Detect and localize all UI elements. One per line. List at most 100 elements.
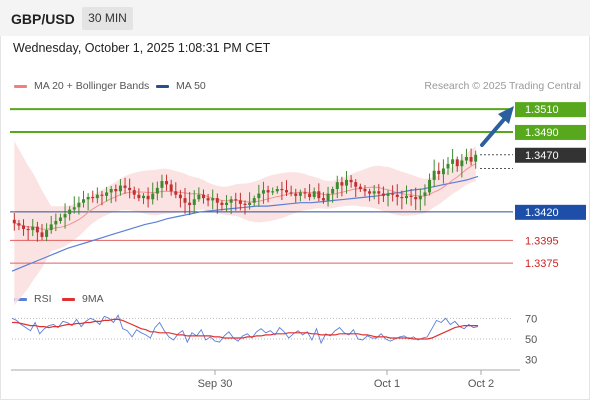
candle-body: [335, 182, 339, 189]
candle-body: [418, 195, 422, 200]
candle-body: [77, 202, 81, 208]
level-label-1.3420: 1.3420: [525, 207, 559, 219]
candle-body: [298, 192, 302, 196]
symbol-label: GBP/USD: [11, 11, 75, 27]
legend-ma50-swatch: [156, 84, 169, 88]
legend-rsi: RSI: [14, 293, 52, 305]
candle-body: [86, 196, 90, 200]
candle-body: [308, 193, 312, 197]
candle-body: [229, 199, 233, 203]
legend-rsi-label: RSI: [34, 293, 52, 305]
candle-body: [45, 230, 49, 237]
candle-body: [58, 217, 62, 221]
candle-body: [285, 190, 289, 193]
legend-ma50-label: MA 50: [176, 80, 206, 92]
candle-body: [432, 170, 436, 180]
candle-body: [460, 160, 464, 167]
candle-body: [192, 199, 196, 205]
forecast-arrow-head: [498, 106, 514, 124]
candle-body: [368, 191, 372, 194]
level-label-1.3510: 1.3510: [525, 104, 559, 116]
candle-body: [248, 202, 252, 205]
candle-body: [404, 195, 408, 199]
rsi-line: [11, 314, 479, 345]
candle-body: [312, 191, 316, 197]
candle-body: [381, 193, 385, 196]
candle-body: [289, 192, 293, 194]
candle-body: [358, 186, 362, 189]
candle-body: [377, 191, 381, 194]
legend-rsi-swatch: [14, 297, 27, 301]
level-tag-1.3420: [515, 204, 586, 220]
candle-body: [91, 196, 95, 199]
candle-body: [400, 196, 404, 199]
current-price-label: 1.3470: [525, 150, 559, 162]
candle-body: [423, 192, 427, 196]
candle-body: [354, 182, 358, 187]
candle-body: [409, 195, 413, 197]
rsi-tick-30: 30: [525, 355, 537, 367]
candle-body: [201, 194, 205, 199]
x-tick-label: Oct 1: [374, 378, 400, 390]
forecast-arrow-shaft: [480, 115, 508, 147]
candle-body: [331, 189, 335, 194]
candle-body: [303, 192, 307, 194]
current-price-tag: [515, 147, 586, 163]
candle-body: [174, 191, 178, 195]
candle-body: [151, 193, 155, 200]
candle-body: [469, 157, 473, 162]
candle-body: [137, 194, 141, 199]
candle-body: [35, 226, 39, 233]
candle-body: [372, 191, 376, 194]
candle-body: [234, 199, 238, 201]
timeframe-button[interactable]: 30 MIN: [82, 7, 133, 30]
candle-body: [261, 190, 265, 194]
candle-body: [123, 185, 127, 188]
candle-body: [128, 187, 132, 191]
candle-body: [321, 198, 325, 201]
candle-body: [183, 198, 187, 203]
candle-body: [215, 198, 219, 203]
candle-body: [17, 223, 21, 226]
candle-body: [437, 170, 441, 175]
candle-body: [464, 157, 468, 161]
candle-body: [220, 202, 224, 205]
level-labels: 1.3510 1.3490 1.3420 1.3395 1.3375 1.3470: [515, 102, 586, 270]
legend-ma20-label: MA 20 + Bollinger Bands: [34, 80, 150, 92]
candle-body: [63, 214, 67, 218]
candle-body: [105, 192, 109, 196]
candle-body: [165, 181, 169, 185]
candle-body: [188, 202, 192, 205]
candle-body: [349, 179, 353, 183]
candle-body: [395, 194, 399, 197]
candle-body: [345, 179, 349, 186]
candle-body: [340, 182, 344, 186]
level-label-1.3375: 1.3375: [525, 258, 559, 270]
candle-body: [455, 159, 459, 167]
timestamp: Wednesday, October 1, 2025 1:08:31 PM CE…: [13, 41, 271, 55]
candle-body: [68, 209, 72, 215]
rsi-tick-70: 70: [525, 313, 537, 325]
legend-9ma-swatch: [62, 297, 75, 301]
candle-body: [363, 189, 367, 192]
legend-9ma: 9MA: [62, 293, 104, 305]
legend-ma20-swatch: [14, 84, 27, 88]
candle-body: [428, 179, 432, 193]
rsi-panel: 70 50 30: [11, 313, 537, 367]
candle-body: [451, 159, 455, 164]
candle-body: [141, 195, 145, 199]
bollinger-band: [14, 141, 476, 306]
candle-body: [294, 193, 298, 196]
candle-body: [280, 189, 284, 191]
candle-body: [271, 191, 275, 193]
candle-body: [72, 207, 76, 210]
candle-body: [225, 202, 229, 205]
candle-body: [206, 198, 210, 201]
candle-body: [317, 191, 321, 199]
candle-body: [257, 193, 261, 199]
candle-body: [160, 181, 164, 188]
x-axis: Sep 30 Oct 1 Oct 2: [11, 369, 520, 390]
legend-9ma-label: 9MA: [82, 293, 104, 305]
candle-body: [95, 194, 99, 199]
